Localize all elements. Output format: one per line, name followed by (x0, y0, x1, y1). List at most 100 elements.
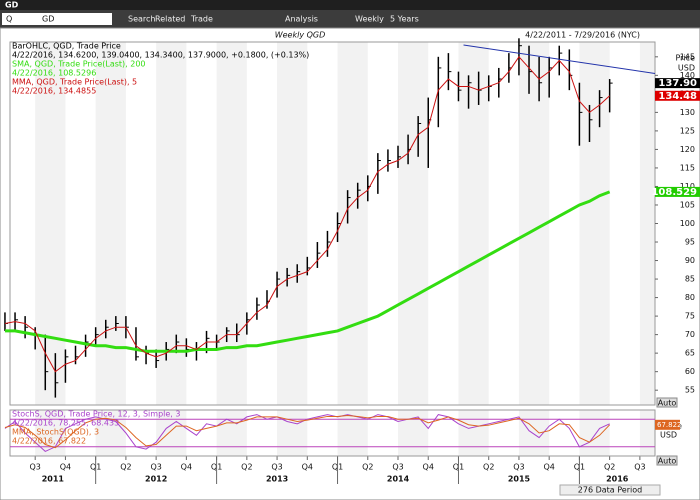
x-tick-label: Q4 (543, 463, 554, 472)
y-tick-label: 85 (685, 275, 695, 284)
last-value-label: 67.822 (657, 421, 682, 429)
x-tick-label: Q2 (241, 463, 252, 472)
x-tick-label: Q2 (604, 463, 615, 472)
toolbar (0, 10, 700, 28)
last-value-label: 134.48 (658, 91, 697, 102)
last-value-box (655, 90, 700, 101)
auto-label[interactable]: Auto (658, 399, 677, 408)
legend-text: 4/22/2016, 108.5296 (12, 69, 96, 78)
x-tick-label: Q4 (302, 463, 313, 472)
year-label: 2016 (606, 475, 629, 484)
y-tick-label: 75 (685, 312, 695, 321)
y-tick-label: 105 (680, 200, 695, 209)
legend-text: 4/22/2016, 134.4855 (12, 87, 96, 96)
toolbar-item[interactable]: Trade (190, 15, 213, 24)
quarter-band (458, 410, 489, 456)
x-tick-label: Q4 (423, 463, 434, 472)
toolbar-item[interactable]: Analysis (285, 15, 318, 24)
legend-text: 4/22/2016, 67.822 (12, 437, 86, 446)
year-label: 2012 (145, 475, 167, 484)
toolbar-item[interactable]: 5 Years (390, 15, 419, 24)
date-range: 4/22/2011 - 7/29/2016 (NYC) (525, 31, 640, 40)
y-tick-label: 140 (680, 71, 695, 80)
legend-text: SMA, QGD, Trade Price(Last), 200 (12, 60, 146, 69)
quarter-band (277, 42, 308, 405)
stoch-line (4, 414, 610, 452)
legend-text: StochS, QGD, Trade Price, 12, 3, Simple,… (12, 410, 180, 419)
quarter-band (518, 410, 550, 456)
axis-title: Price (675, 54, 695, 63)
year-label: 2011 (42, 475, 65, 484)
quarter-band (579, 42, 610, 405)
trend-line (463, 44, 656, 74)
auto-button[interactable] (656, 455, 678, 466)
x-tick-label: Q3 (513, 463, 524, 472)
year-label: 2014 (387, 475, 410, 484)
y-tick-label: 145 (680, 52, 695, 61)
last-value-box (655, 419, 680, 430)
title-bar (0, 0, 700, 10)
y-tick-label: 115 (680, 163, 695, 172)
quarter-band (277, 410, 308, 456)
year-label: 2015 (508, 475, 531, 484)
y-tick-label: 125 (680, 126, 695, 135)
quarter-band (337, 42, 368, 405)
auto-button[interactable] (656, 397, 678, 408)
quarter-band (398, 42, 429, 405)
toolbar-items: Search Related Trade Analysis Weekly 5 Years (128, 15, 419, 24)
auto-label[interactable]: Auto (658, 457, 677, 466)
legend-text: BarOHLC, QGD, Trade Price (12, 42, 121, 51)
legend-text: 4/22/2016, 78.255, 68.433 (12, 419, 119, 428)
x-tick-label: Q3 (634, 463, 645, 472)
y-tick-label: 60 (685, 367, 695, 376)
last-value-box (655, 78, 700, 89)
status: 276 Data Period (578, 486, 642, 495)
x-tick-label: Q4 (181, 463, 192, 472)
x-tick-label: Q3 (392, 463, 403, 472)
status-box (559, 484, 661, 496)
x-tick-label: Q2 (483, 463, 494, 472)
y-tick-label: 90 (685, 256, 695, 265)
quarter-band (95, 42, 126, 405)
quarter-band (35, 410, 66, 456)
toolbar-item[interactable]: Related (155, 15, 185, 24)
quarter-band (579, 410, 610, 456)
quarter-band (35, 42, 66, 405)
y-tick-label: 130 (680, 108, 695, 117)
stoch-line (4, 415, 611, 449)
y-tick-label: 110 (680, 182, 695, 191)
indicator-line (4, 56, 610, 373)
legend-text: 4/22/2016, 134.6200, 139.0400, 134.3400,… (12, 51, 309, 60)
x-tick-label: Q4 (60, 463, 71, 472)
symbol-box[interactable] (2, 13, 112, 25)
chart-title: Weekly QGD (275, 31, 326, 40)
stoch-plot-border (9, 409, 656, 457)
axis-title: USD (660, 431, 677, 440)
quarter-band (639, 410, 655, 456)
y-tick-label: 120 (680, 145, 695, 154)
window-title: GD (5, 1, 19, 10)
quarter-band (216, 42, 247, 405)
y-tick-label: 65 (685, 349, 695, 358)
last-value-box (655, 186, 700, 197)
last-value-label: 108.529 (651, 187, 697, 198)
last-value-label: 137.90 (658, 78, 697, 89)
symbol-prefix: Q (6, 15, 12, 24)
symbol[interactable]: GD (42, 15, 54, 24)
y-tick-label: 80 (685, 293, 695, 302)
toolbar-item[interactable]: Weekly (355, 15, 384, 24)
x-tick-label: Q3 (271, 463, 282, 472)
quarter-band (156, 42, 187, 405)
x-tick-label: Q3 (30, 463, 41, 472)
indicator-line (4, 190, 611, 353)
x-tick-label: Q2 (120, 463, 131, 472)
legend-text: MMA, QGD, Trade Price(Last), 5 (12, 78, 137, 87)
quarter-band (216, 410, 247, 456)
axis-title: USD (678, 64, 695, 73)
y-tick-label: 95 (685, 238, 695, 247)
legend-text: MMA, StochS(QGD), 3 (12, 428, 99, 437)
y-tick-label: 70 (685, 330, 695, 339)
quarter-band (398, 410, 429, 456)
toolbar-item[interactable]: Search (128, 15, 155, 24)
